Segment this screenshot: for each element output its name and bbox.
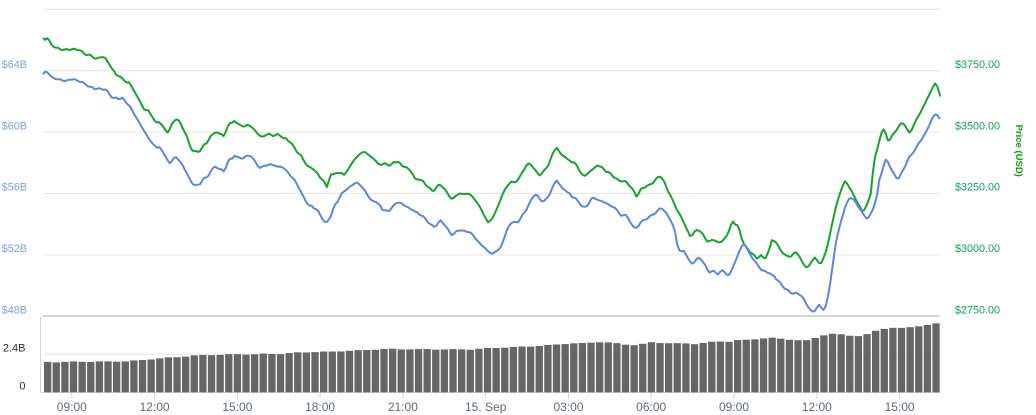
svg-text:Price (USD): Price (USD) xyxy=(1013,125,1024,177)
svg-text:0: 0 xyxy=(19,380,25,392)
svg-text:15:00: 15:00 xyxy=(885,400,915,414)
svg-text:$3250.00: $3250.00 xyxy=(955,182,1000,194)
svg-text:12:00: 12:00 xyxy=(140,400,170,414)
svg-text:09:00: 09:00 xyxy=(719,400,749,414)
svg-text:$3000.00: $3000.00 xyxy=(955,243,1000,255)
svg-text:$3500.00: $3500.00 xyxy=(955,120,1000,132)
svg-text:15:00: 15:00 xyxy=(222,400,252,414)
svg-text:15. Sep: 15. Sep xyxy=(465,400,507,414)
svg-text:06:00: 06:00 xyxy=(636,400,666,414)
svg-text:03:00: 03:00 xyxy=(553,400,583,414)
svg-text:$60B: $60B xyxy=(2,120,27,132)
svg-text:$3750.00: $3750.00 xyxy=(955,59,1000,71)
svg-text:09:00: 09:00 xyxy=(57,400,87,414)
svg-text:21:00: 21:00 xyxy=(388,400,418,414)
svg-text:$2750.00: $2750.00 xyxy=(955,305,1000,317)
svg-text:$56B: $56B xyxy=(2,182,27,194)
svg-text:18:00: 18:00 xyxy=(305,400,335,414)
svg-text:12:00: 12:00 xyxy=(802,400,832,414)
svg-text:$48B: $48B xyxy=(2,305,27,317)
svg-text:$64B: $64B xyxy=(2,59,27,71)
svg-text:$52B: $52B xyxy=(2,243,27,255)
svg-text:2.4B: 2.4B xyxy=(3,343,26,355)
